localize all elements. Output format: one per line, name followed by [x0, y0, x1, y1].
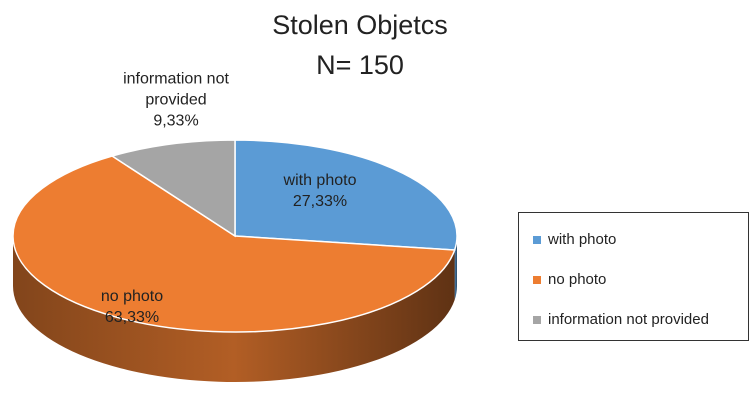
legend-label: no photo: [548, 271, 607, 288]
legend-swatch: [533, 275, 541, 284]
slice-value: 63,33%: [104, 309, 160, 326]
slice: [234, 139, 458, 251]
legend-label: information not provided: [548, 311, 709, 328]
data-label: information not provided 9,33%: [106, 69, 246, 132]
legend-label: with photo: [548, 231, 617, 248]
legend-item: no photo: [533, 271, 606, 288]
slice-side: [13, 236, 455, 383]
legend-item: information not provided: [533, 311, 709, 328]
slice-name: no photo: [100, 288, 164, 305]
slice-value: 9,33%: [153, 112, 199, 130]
data-label: no photo 63,33%: [101, 286, 163, 328]
slice: [110, 139, 236, 238]
slice: [12, 155, 456, 333]
legend-swatch: [533, 315, 541, 324]
slice-name: with photo: [283, 172, 357, 189]
slice-side: [454, 236, 457, 301]
slice-name: information not provided: [123, 70, 229, 109]
legend-swatch: [533, 235, 541, 244]
slice-value: 27,33%: [292, 193, 348, 210]
chart-title: Stolen Objetcs: [272, 10, 448, 40]
legend: with photo no photo information not provid…: [518, 212, 749, 341]
data-label: with photo 27,33%: [284, 170, 357, 212]
chart-subtitle: N= 150: [316, 50, 404, 80]
legend-item: with photo: [533, 231, 616, 248]
